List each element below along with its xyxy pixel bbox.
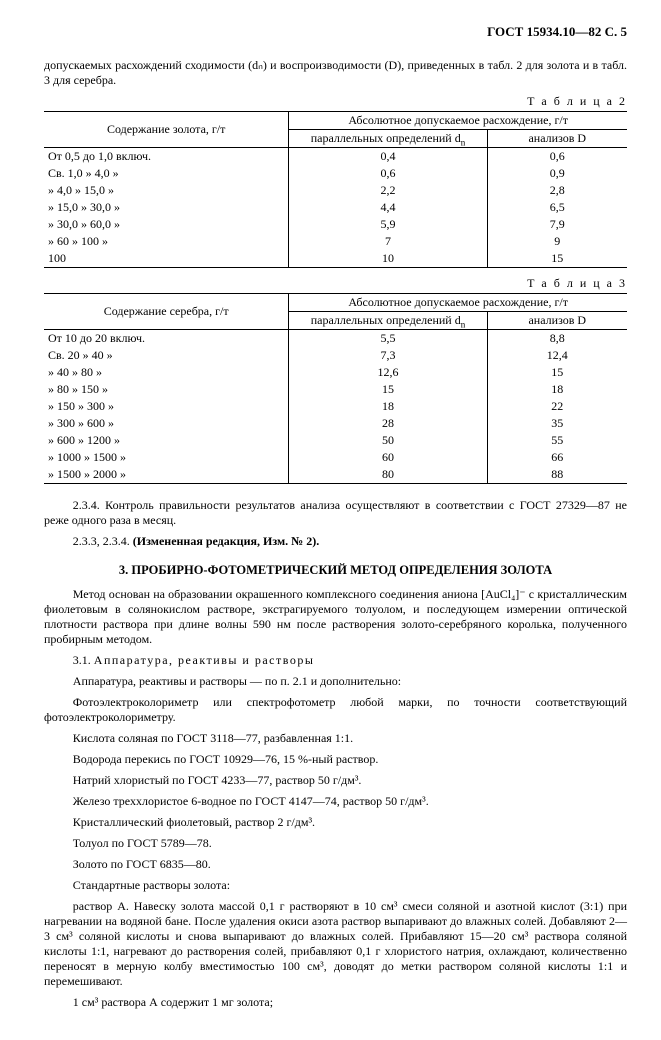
table-cell-D: 88 xyxy=(487,466,627,484)
table-row: » 600 » 1200 » xyxy=(44,432,289,449)
t2-sub1: параллельных определений dn xyxy=(289,130,487,148)
table-cell-d: 60 xyxy=(289,449,487,466)
table-cell-d: 0,4 xyxy=(289,148,487,166)
t2-top-header: Абсолютное допускаемое расхождение, г/т xyxy=(289,112,627,130)
page-header: ГОСТ 15934.10—82 С. 5 xyxy=(44,24,627,40)
para-2-3-4: 2.3.4. Контроль правильности результатов… xyxy=(44,498,627,528)
table-cell-d: 80 xyxy=(289,466,487,484)
table-cell-d: 50 xyxy=(289,432,487,449)
table-cell-D: 15 xyxy=(487,250,627,268)
table-row: » 80 » 150 » xyxy=(44,381,289,398)
t3-sub2: анализов D xyxy=(487,312,627,330)
table-cell-d: 15 xyxy=(289,381,487,398)
table-cell-D: 15 xyxy=(487,364,627,381)
body-p9: Кристаллический фиолетовый, раствор 2 г/… xyxy=(44,815,627,830)
table-row: » 4,0 » 15,0 » xyxy=(44,182,289,199)
table-cell-D: 8,8 xyxy=(487,330,627,348)
table-cell-d: 5,9 xyxy=(289,216,487,233)
table-cell-D: 18 xyxy=(487,381,627,398)
table-row: Св. 20 » 40 » xyxy=(44,347,289,364)
table-row: » 300 » 600 » xyxy=(44,415,289,432)
table-cell-d: 7,3 xyxy=(289,347,487,364)
table-cell-D: 7,9 xyxy=(487,216,627,233)
body-p2: 3.1. Аппаратура, реактивы и растворы xyxy=(44,653,627,668)
table-row: » 40 » 80 » xyxy=(44,364,289,381)
body-p8: Железо треххлористое 6-водное по ГОСТ 41… xyxy=(44,794,627,809)
intro-text: допускаемых расхождений сходимости (dₙ) … xyxy=(44,58,627,88)
table-cell-D: 55 xyxy=(487,432,627,449)
body-p1: Метод основан на образовании окрашенного… xyxy=(44,587,627,647)
table-cell-D: 6,5 xyxy=(487,199,627,216)
table3-label: Т а б л и ц а 3 xyxy=(44,276,627,291)
table-cell-d: 7 xyxy=(289,233,487,250)
table2: Содержание золота, г/т Абсолютное допуск… xyxy=(44,111,627,268)
table-cell-D: 12,4 xyxy=(487,347,627,364)
body-p13: раствор А. Навеску золота массой 0,1 г р… xyxy=(44,899,627,989)
para-2-3-3: 2.3.3, 2.3.4. (Измененная редакция, Изм.… xyxy=(44,534,627,549)
table-cell-d: 4,4 xyxy=(289,199,487,216)
table-cell-d: 12,6 xyxy=(289,364,487,381)
table-cell-d: 10 xyxy=(289,250,487,268)
body-p14: 1 см³ раствора А содержит 1 мг золота; xyxy=(44,995,627,1010)
body-p10: Толуол по ГОСТ 5789—78. xyxy=(44,836,627,851)
table-cell-d: 28 xyxy=(289,415,487,432)
table-cell-D: 66 xyxy=(487,449,627,466)
t3-sub1: параллельных определений dn xyxy=(289,312,487,330)
body-p12: Стандартные растворы золота: xyxy=(44,878,627,893)
t3-left-header: Содержание серебра, г/т xyxy=(44,294,289,330)
table-row: » 1000 » 1500 » xyxy=(44,449,289,466)
body-p3: Аппаратура, реактивы и растворы — по п. … xyxy=(44,674,627,689)
table-cell-D: 2,8 xyxy=(487,182,627,199)
table-cell-D: 0,9 xyxy=(487,165,627,182)
table-row: От 0,5 до 1,0 включ. xyxy=(44,148,289,166)
table-row: » 30,0 » 60,0 » xyxy=(44,216,289,233)
body-p5: Кислота соляная по ГОСТ 3118—77, разбавл… xyxy=(44,731,627,746)
table-cell-d: 5,5 xyxy=(289,330,487,348)
table-row: 100 xyxy=(44,250,289,268)
table-cell-d: 0,6 xyxy=(289,165,487,182)
table-cell-D: 22 xyxy=(487,398,627,415)
table-row: » 150 » 300 » xyxy=(44,398,289,415)
section3-title: 3. ПРОБИРНО-ФОТОМЕТРИЧЕСКИЙ МЕТОД ОПРЕДЕ… xyxy=(44,563,627,579)
table2-label: Т а б л и ц а 2 xyxy=(44,94,627,109)
body-p6: Водорода перекись по ГОСТ 10929—76, 15 %… xyxy=(44,752,627,767)
body-p11: Золото по ГОСТ 6835—80. xyxy=(44,857,627,872)
table-cell-D: 9 xyxy=(487,233,627,250)
t3-top-header: Абсолютное допускаемое расхождение, г/т xyxy=(289,294,627,312)
table-cell-D: 0,6 xyxy=(487,148,627,166)
body-p7: Натрий хлористый по ГОСТ 4233—77, раство… xyxy=(44,773,627,788)
table-cell-d: 2,2 xyxy=(289,182,487,199)
table-row: Св. 1,0 » 4,0 » xyxy=(44,165,289,182)
table-row: От 10 до 20 включ. xyxy=(44,330,289,348)
body-p4: Фотоэлектроколориметр или спектрофотомет… xyxy=(44,695,627,725)
t2-sub2: анализов D xyxy=(487,130,627,148)
t2-left-header: Содержание золота, г/т xyxy=(44,112,289,148)
table-cell-d: 18 xyxy=(289,398,487,415)
table-row: » 15,0 » 30,0 » xyxy=(44,199,289,216)
table-row: » 1500 » 2000 » xyxy=(44,466,289,484)
table-row: » 60 » 100 » xyxy=(44,233,289,250)
table3: Содержание серебра, г/т Абсолютное допус… xyxy=(44,293,627,484)
table-cell-D: 35 xyxy=(487,415,627,432)
